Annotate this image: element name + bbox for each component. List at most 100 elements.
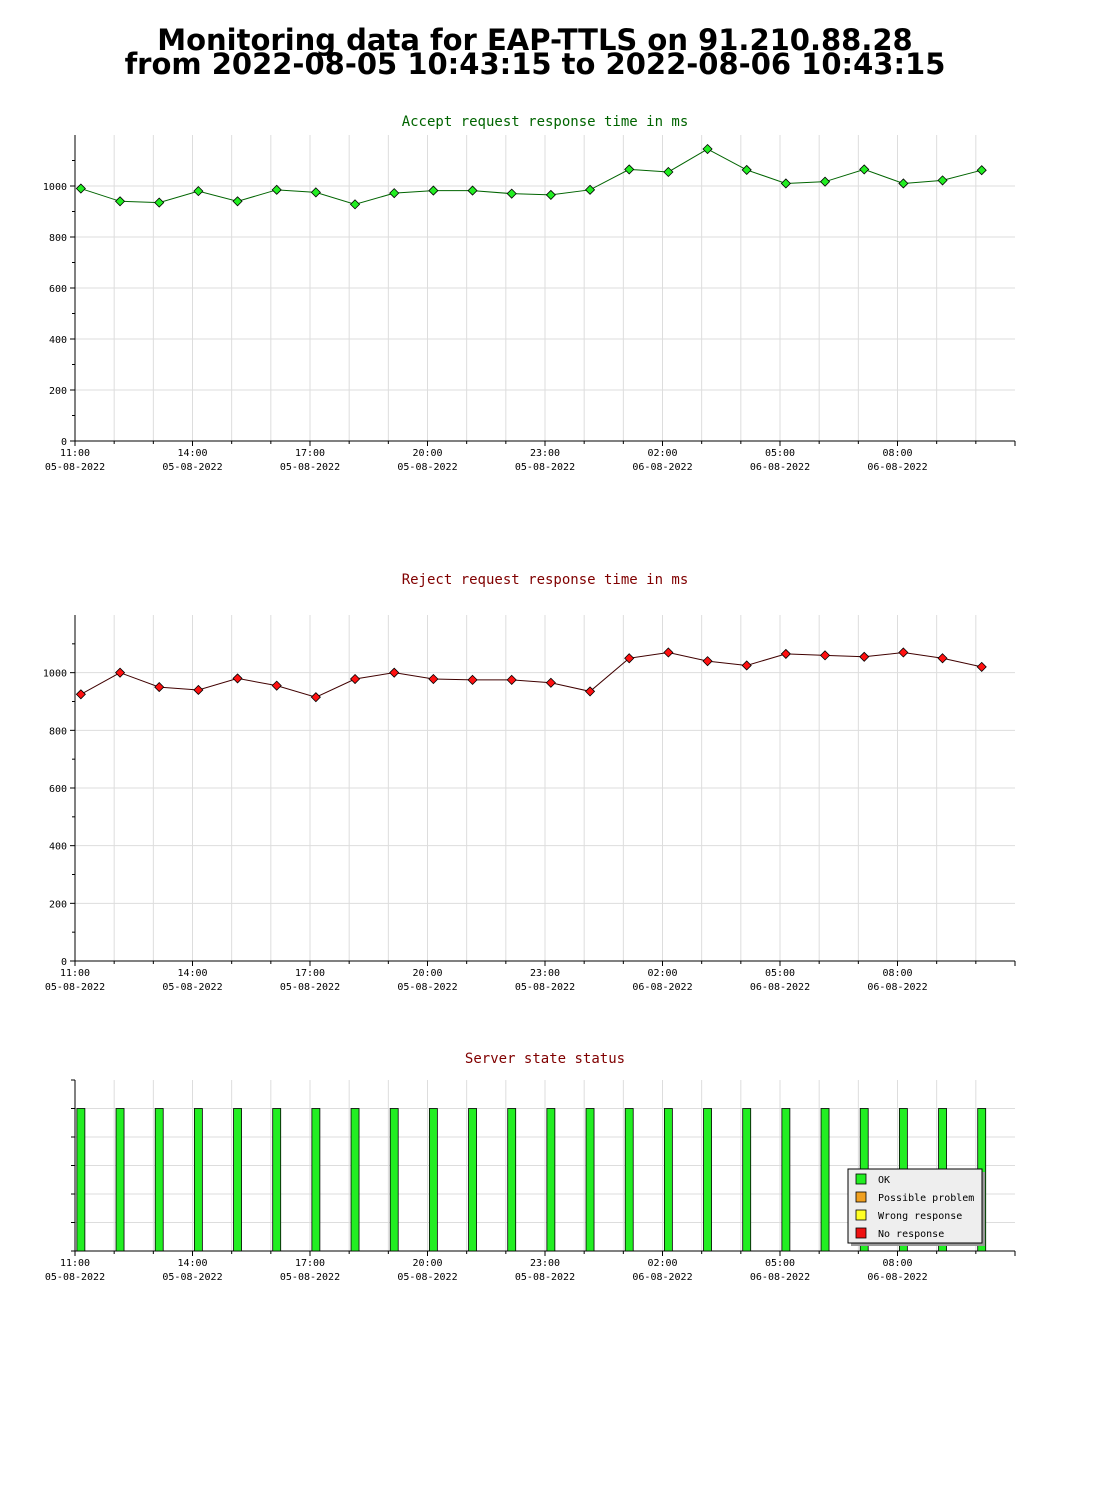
series-line-reject [80, 651, 982, 698]
data-point-accept [780, 178, 791, 189]
x-tick-time-label: 02:00 [647, 448, 677, 459]
status-bar-ok [781, 1108, 791, 1252]
data-point-reject [663, 647, 674, 658]
y-tick-label: 200 [49, 899, 67, 910]
data-point-accept [937, 175, 948, 186]
legend-swatch-no-response [855, 1227, 867, 1239]
y-tick-label: 800 [49, 726, 67, 737]
chart-title-accept: Accept request response time in ms [402, 114, 689, 130]
y-tick-label: 400 [49, 842, 67, 853]
y-tick-label: 0 [61, 437, 67, 448]
x-tick-time-label: 23:00 [530, 1258, 560, 1269]
status-bar-ok [350, 1108, 360, 1252]
status-bar-ok [585, 1108, 595, 1252]
x-tick-time-label: 08:00 [882, 968, 912, 979]
y-tick-label: 200 [49, 386, 67, 397]
y-tick-label: 600 [49, 784, 67, 795]
data-point-accept [898, 178, 909, 189]
data-point-accept [741, 164, 752, 176]
status-bar-ok [272, 1108, 282, 1252]
data-point-reject [310, 692, 321, 703]
x-tick-date-label: 05-08-2022 [280, 462, 340, 473]
x-tick-time-label: 20:00 [412, 448, 442, 459]
chart-title-reject: Reject request response time in ms [402, 572, 689, 588]
status-bar-ok [624, 1108, 634, 1252]
data-point-reject [898, 647, 909, 658]
x-tick-time-label: 05:00 [765, 448, 795, 459]
x-tick-time-label: 11:00 [60, 448, 90, 459]
data-point-reject [624, 653, 635, 664]
status-bar-ok [663, 1108, 673, 1252]
legend-swatch-possible-problem [855, 1191, 867, 1203]
x-tick-time-label: 05:00 [765, 968, 795, 979]
x-tick-date-label: 06-08-2022 [632, 462, 692, 473]
data-point-reject [114, 667, 126, 678]
data-point-accept [506, 188, 517, 199]
x-tick-time-label: 20:00 [412, 968, 442, 979]
x-tick-time-label: 14:00 [177, 1258, 207, 1269]
data-point-reject [271, 680, 282, 691]
legend-swatch-wrong-response [855, 1209, 867, 1221]
status-bar-ok [428, 1108, 438, 1252]
x-tick-time-label: 11:00 [60, 1258, 90, 1269]
status-bar-ok [154, 1108, 164, 1252]
data-point-accept [193, 186, 204, 197]
x-tick-date-label: 05-08-2022 [280, 982, 340, 993]
data-point-reject [702, 656, 713, 667]
data-point-reject [389, 667, 400, 678]
legend-label: Possible problem [878, 1193, 974, 1204]
data-point-accept [310, 187, 321, 198]
status-bar-ok [820, 1108, 830, 1252]
status-bar-ok [193, 1108, 203, 1252]
data-point-accept [114, 196, 126, 207]
data-point-reject [584, 686, 596, 697]
data-point-accept [859, 164, 870, 175]
status-bar-ok [468, 1108, 477, 1252]
x-tick-date-label: 06-08-2022 [867, 982, 927, 993]
page-title-line-2: from 2022-08-05 10:43:15 to 2022-08-06 1… [124, 47, 946, 81]
data-point-reject [976, 661, 987, 672]
data-point-reject [154, 682, 165, 693]
x-tick-date-label: 05-08-2022 [162, 1272, 222, 1283]
data-point-accept [702, 143, 713, 155]
data-point-accept [232, 196, 243, 207]
legend-label: Wrong response [878, 1211, 962, 1222]
status-bar-ok [742, 1108, 752, 1252]
y-tick-label: 1000 [43, 669, 67, 680]
x-tick-time-label: 23:00 [530, 968, 560, 979]
status-bar-ok [311, 1108, 321, 1252]
legend-label: OK [878, 1175, 890, 1186]
data-point-reject [819, 650, 831, 661]
x-tick-time-label: 20:00 [412, 1258, 442, 1269]
x-tick-date-label: 06-08-2022 [632, 1272, 692, 1283]
x-tick-time-label: 08:00 [882, 448, 912, 459]
y-tick-label: 0 [61, 957, 67, 968]
data-point-reject [349, 673, 361, 685]
data-point-accept [545, 189, 556, 200]
y-tick-label: 1000 [43, 182, 67, 193]
data-point-accept [663, 166, 674, 178]
x-tick-date-label: 05-08-2022 [162, 982, 222, 993]
legend-swatch-ok [855, 1173, 867, 1185]
x-tick-time-label: 02:00 [647, 968, 677, 979]
status-bar-ok [546, 1108, 556, 1252]
data-point-accept [389, 188, 400, 199]
status-bar-ok [76, 1108, 86, 1252]
data-point-accept [75, 183, 86, 194]
chart-title-status: Server state status [465, 1051, 625, 1067]
x-tick-date-label: 05-08-2022 [515, 462, 575, 473]
x-tick-date-label: 05-08-2022 [280, 1272, 340, 1283]
x-tick-date-label: 05-08-2022 [45, 462, 105, 473]
page-title-line-1: Monitoring data for EAP-TTLS on 91.210.8… [157, 23, 913, 57]
x-tick-date-label: 05-08-2022 [45, 982, 105, 993]
series-line-accept [80, 148, 982, 205]
x-tick-time-label: 14:00 [177, 968, 207, 979]
x-tick-date-label: 06-08-2022 [750, 1272, 810, 1283]
data-point-reject [506, 674, 517, 685]
data-point-reject [193, 684, 204, 696]
data-point-accept [976, 165, 987, 176]
status-bar-ok [507, 1108, 517, 1252]
x-tick-date-label: 06-08-2022 [632, 982, 692, 993]
x-tick-date-label: 05-08-2022 [162, 462, 222, 473]
status-bar-ok [389, 1108, 399, 1252]
